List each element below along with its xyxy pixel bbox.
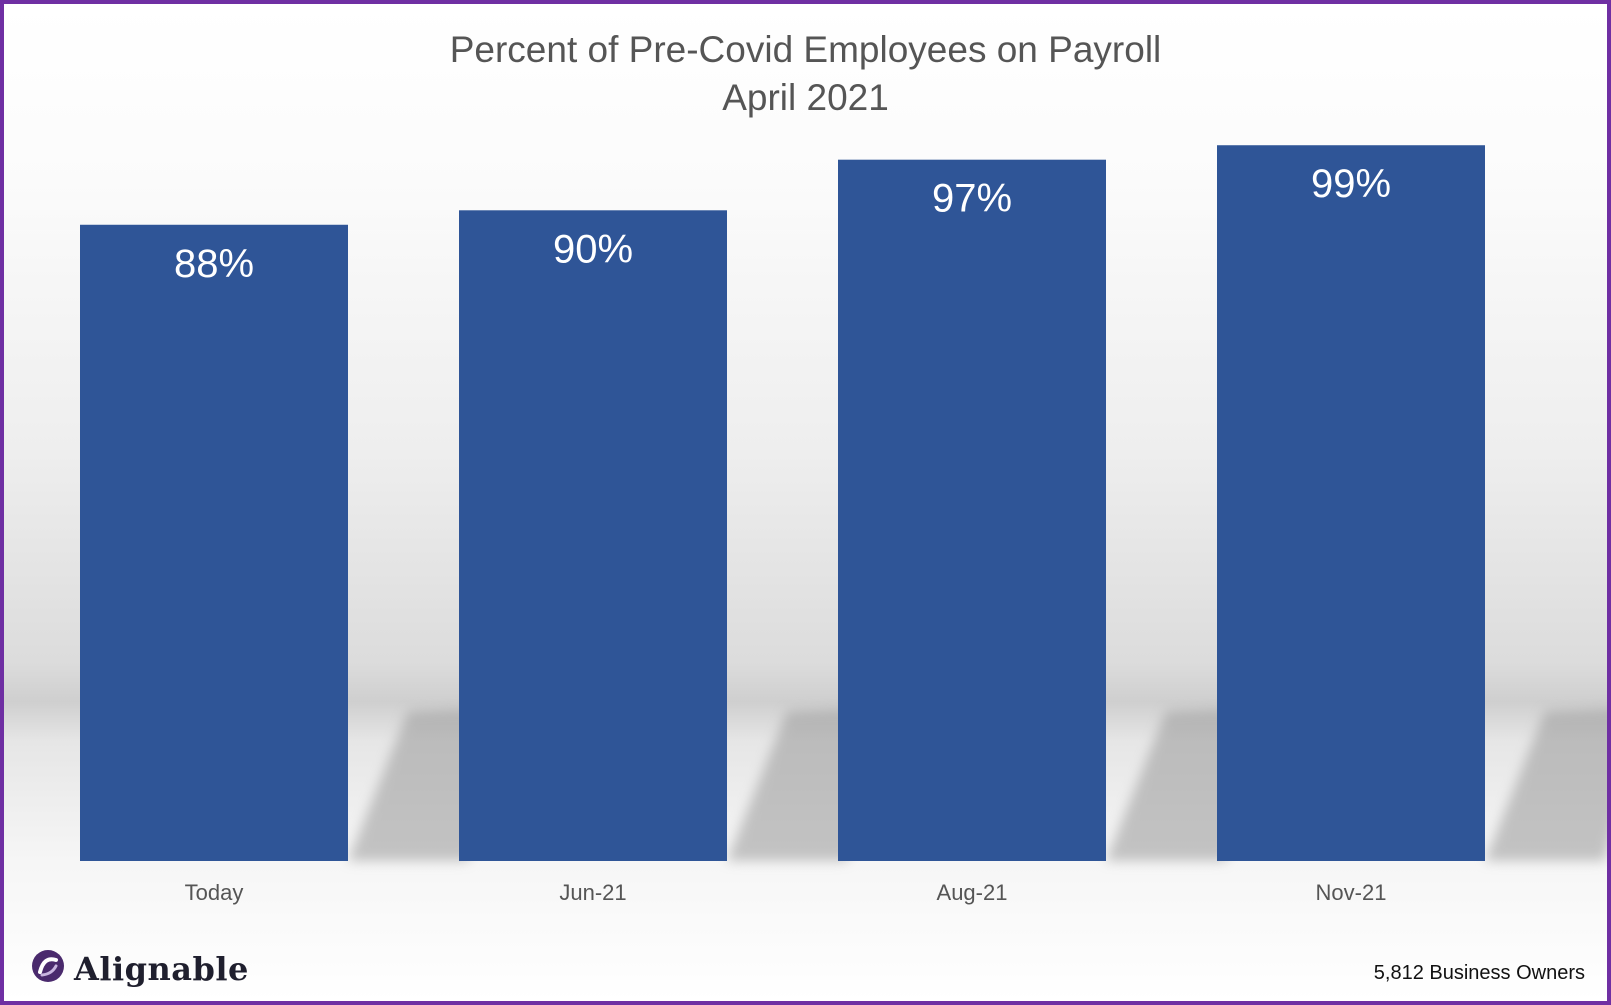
- bar-value-label: 99%: [1311, 162, 1391, 206]
- bars-group: [80, 145, 1485, 862]
- bar-value-label: 97%: [932, 177, 1012, 221]
- bar-aug-21: [838, 159, 1106, 861]
- category-label: Today: [185, 880, 244, 905]
- chart-subtitle: April 2021: [722, 77, 889, 118]
- bar-today: [80, 224, 348, 861]
- bar-labels-group: 88% 90% 97% 99%: [174, 162, 1391, 286]
- category-label: Jun-21: [559, 880, 626, 905]
- bar-value-label: 88%: [174, 242, 254, 286]
- alignable-logo-icon: [30, 948, 66, 989]
- alignable-logo: Alignable: [30, 948, 249, 989]
- bar-shadow: [1485, 708, 1607, 861]
- bar-chart-plot: 88% 90% 97% 99% Today Jun-21 Aug-21 Nov-21: [80, 145, 1607, 905]
- sample-size-note: 5,812 Business Owners: [1373, 962, 1585, 984]
- category-label: Aug-21: [937, 880, 1008, 905]
- bar-nov-21: [1217, 145, 1485, 862]
- chart-title: Percent of Pre-Covid Employees on Payrol…: [449, 29, 1162, 70]
- bar-value-label: 90%: [553, 227, 633, 271]
- category-label: Nov-21: [1316, 880, 1387, 905]
- alignable-logo-text: Alignable: [74, 949, 249, 988]
- bar-jun-21: [459, 210, 727, 862]
- category-labels-group: Today Jun-21 Aug-21 Nov-21: [185, 880, 1387, 905]
